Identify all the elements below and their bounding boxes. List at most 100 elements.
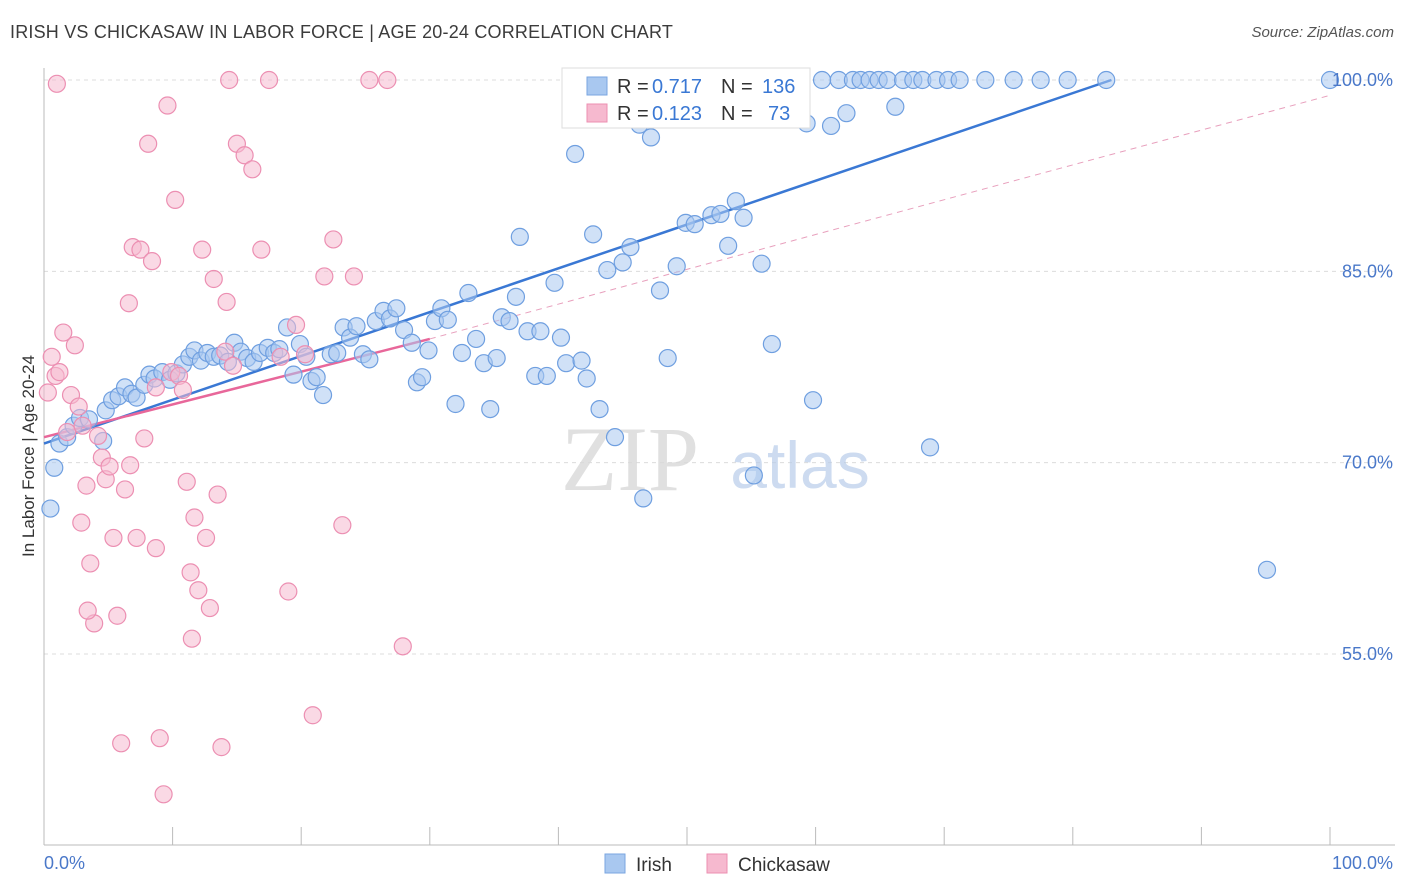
chart-title: IRISH VS CHICKASAW IN LABOR FORCE | AGE … xyxy=(10,22,674,42)
point-irish xyxy=(452,343,472,363)
point-irish xyxy=(878,70,897,90)
point-chickasaw xyxy=(181,563,200,582)
x-tick-label-0: 0.0% xyxy=(44,853,85,873)
bottom-legend-irish: Irish xyxy=(636,855,672,876)
trend-lines xyxy=(43,78,1331,445)
point-irish xyxy=(886,97,905,116)
point-irish xyxy=(572,351,591,370)
point-irish xyxy=(531,322,550,341)
y-tick-label-0: 55.0% xyxy=(1342,644,1393,664)
legend-chickasaw-n-label: N = xyxy=(721,103,753,125)
point-irish xyxy=(1031,70,1050,90)
point-irish xyxy=(307,368,326,387)
point-irish xyxy=(545,273,564,292)
y-tick-label-3: 100.0% xyxy=(1332,70,1393,90)
point-irish xyxy=(584,225,603,244)
bottom-legend-swatch-chickasaw xyxy=(706,853,728,874)
legend-chickasaw-r-value: 0.123 xyxy=(652,103,702,125)
point-chickasaw xyxy=(279,582,298,601)
point-irish xyxy=(837,104,856,123)
point-chickasaw xyxy=(146,378,165,397)
point-irish xyxy=(621,237,640,257)
point-chickasaw xyxy=(259,70,279,90)
point-irish xyxy=(803,391,823,410)
point-irish xyxy=(605,428,625,447)
watermark-atlas: atlas xyxy=(730,428,869,502)
point-irish xyxy=(446,394,465,414)
point-irish xyxy=(920,438,940,457)
point-irish xyxy=(821,116,841,136)
legend-irish-n-label: N = xyxy=(721,76,753,98)
legend-irish-n-value: 136 xyxy=(762,76,795,98)
point-irish xyxy=(812,70,832,90)
point-irish xyxy=(590,399,609,419)
point-chickasaw xyxy=(42,347,61,366)
point-chickasaw xyxy=(142,252,162,271)
trend-line-chickasaw-extended xyxy=(429,94,1331,340)
point-chickasaw xyxy=(378,70,397,90)
point-chickasaw xyxy=(146,539,165,558)
point-chickasaw xyxy=(104,528,123,548)
point-irish xyxy=(658,348,677,368)
point-chickasaw xyxy=(100,457,119,476)
point-chickasaw xyxy=(185,508,204,527)
point-chickasaw xyxy=(78,601,97,620)
trend-line-irish xyxy=(43,78,1112,445)
point-chickasaw xyxy=(182,629,201,648)
point-chickasaw xyxy=(216,342,235,361)
legend-irish-r-value: 0.717 xyxy=(652,76,702,98)
point-chickasaw xyxy=(217,292,236,312)
series-chickasaw xyxy=(38,70,412,804)
point-irish xyxy=(360,350,379,369)
point-chickasaw xyxy=(303,706,322,725)
point-chickasaw xyxy=(208,485,227,504)
point-chickasaw xyxy=(150,729,169,748)
point-irish xyxy=(566,144,585,164)
point-irish xyxy=(950,70,969,90)
point-irish xyxy=(506,287,526,306)
point-chickasaw xyxy=(223,356,243,375)
point-chickasaw xyxy=(177,472,196,491)
point-irish xyxy=(551,328,571,347)
legend-swatch-irish xyxy=(586,76,608,96)
point-irish xyxy=(641,128,661,147)
point-chickasaw xyxy=(47,74,66,93)
point-irish xyxy=(1320,70,1340,90)
point-chickasaw xyxy=(196,528,216,548)
point-chickasaw xyxy=(220,70,239,90)
bottom-legend-chickasaw: Chickasaw xyxy=(738,855,830,876)
point-irish xyxy=(752,254,771,273)
point-chickasaw xyxy=(69,397,88,416)
y-tick-label-1: 70.0% xyxy=(1342,453,1393,473)
point-chickasaw xyxy=(127,528,146,548)
point-irish xyxy=(387,299,406,318)
tick-labels: 55.0% 70.0% 85.0% 100.0% 0.0% 100.0% xyxy=(44,70,1393,873)
point-chickasaw xyxy=(158,96,177,115)
point-irish xyxy=(744,466,763,485)
point-chickasaw xyxy=(166,190,185,210)
point-chickasaw xyxy=(360,70,379,90)
point-irish xyxy=(284,365,303,384)
point-irish xyxy=(634,489,653,508)
point-chickasaw xyxy=(286,315,306,335)
point-chickasaw xyxy=(235,146,254,165)
point-irish xyxy=(402,333,421,352)
point-chickasaw xyxy=(131,240,150,259)
point-chickasaw xyxy=(212,738,231,757)
point-irish xyxy=(719,236,738,255)
point-chickasaw xyxy=(393,637,412,656)
point-irish xyxy=(481,399,500,419)
legend-box: R = 0.717 N = 136 R = 0.123 N = 73 xyxy=(561,67,811,129)
point-irish xyxy=(762,334,781,354)
source-label: Source: ZipAtlas.com xyxy=(1251,24,1394,41)
point-irish xyxy=(537,366,556,386)
point-chickasaw xyxy=(88,426,108,445)
legend-irish-r-label: R = xyxy=(617,76,649,98)
point-chickasaw xyxy=(72,513,91,532)
point-chickasaw xyxy=(50,363,69,382)
point-chickasaw xyxy=(121,456,140,475)
point-chickasaw xyxy=(38,383,57,402)
point-chickasaw xyxy=(115,480,135,499)
point-chickasaw xyxy=(81,554,100,573)
watermark-zip: ZIP xyxy=(561,408,699,510)
